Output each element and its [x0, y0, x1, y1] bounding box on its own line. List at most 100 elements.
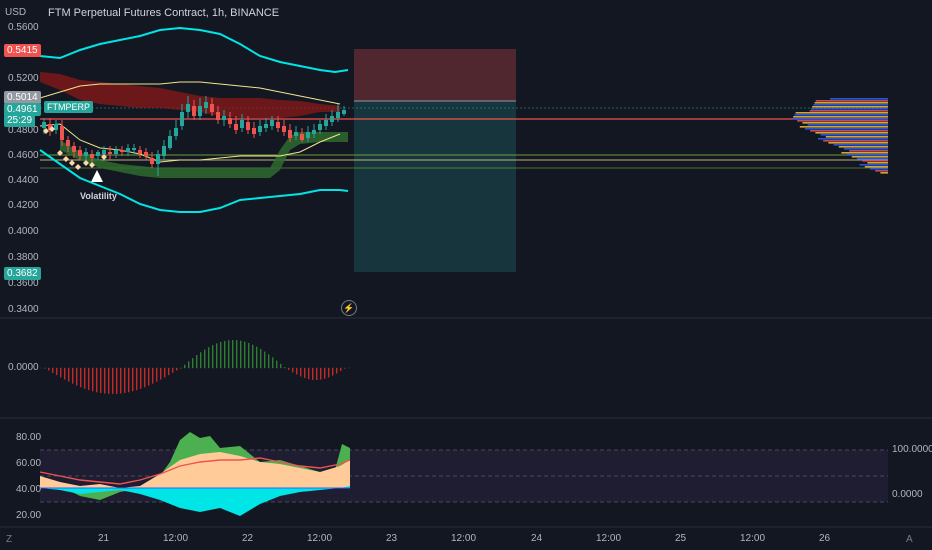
chart-title[interactable]: FTM Perpetual Futures Contract, 1h, BINA…	[48, 7, 280, 19]
volume-profile-bar	[793, 116, 888, 118]
price-tick: 0.3800	[8, 252, 39, 263]
histogram-bar	[212, 345, 214, 368]
volume-profile-bar	[797, 120, 888, 122]
candle-body	[150, 158, 154, 164]
candle-body	[318, 124, 322, 130]
histogram-bar	[76, 368, 78, 386]
price-tick: 0.3600	[8, 278, 39, 289]
histogram-bar	[264, 351, 266, 368]
histogram-bar	[88, 368, 90, 391]
histogram-bar	[252, 344, 254, 368]
time-label: 24	[531, 533, 543, 544]
candle-body	[102, 150, 106, 154]
histogram-bar	[48, 368, 50, 371]
histogram-bar	[96, 368, 98, 393]
price-tick: 0.4000	[8, 226, 39, 237]
candle-body	[174, 128, 178, 136]
time-label: 12:00	[307, 533, 333, 544]
volume-profile-bar	[815, 100, 888, 102]
time-label: 26	[819, 533, 831, 544]
volatility-arrow	[91, 170, 103, 182]
histogram-bar	[228, 340, 230, 368]
volume-profile-bar	[810, 130, 888, 132]
prev-close-label: 0.5014	[4, 91, 41, 104]
volume-profile-bar	[833, 144, 888, 146]
volume-profile-bar	[880, 172, 888, 174]
candle-body	[162, 146, 166, 156]
candle-body	[132, 148, 136, 150]
rsi-tick: 40.00	[16, 484, 42, 495]
candle-body	[60, 126, 64, 140]
time-label: 22	[242, 533, 254, 544]
candle-body	[324, 120, 328, 126]
candle-body	[216, 112, 220, 120]
stop-loss-zone[interactable]	[354, 49, 516, 101]
volume-profile-bar	[862, 160, 888, 162]
candle-body	[258, 126, 262, 132]
support-cloud	[60, 132, 348, 178]
candle-body	[108, 152, 112, 154]
volume-profile-bar	[794, 114, 888, 116]
time-label: 12:00	[596, 533, 622, 544]
time-label: 12:00	[740, 533, 766, 544]
rsi-tick: 20.00	[16, 510, 42, 521]
histogram-bar	[248, 342, 250, 368]
lower-band-line	[39, 149, 349, 213]
candle-body	[198, 106, 202, 116]
volume-profile-bar	[867, 162, 888, 164]
candle-body	[306, 132, 310, 138]
currency-label: USD	[5, 7, 27, 18]
volume-profile-bar	[844, 148, 888, 150]
histogram-bar	[232, 340, 234, 368]
candle-body	[222, 116, 226, 120]
take-profit-zone[interactable]	[354, 101, 516, 272]
histogram-bar	[188, 361, 190, 368]
candle-body	[186, 104, 190, 112]
timezone-button[interactable]: Z	[6, 534, 13, 545]
histogram-bar	[56, 368, 58, 376]
histogram-bar	[300, 368, 302, 377]
candle-body	[144, 152, 148, 156]
mid-band-line	[39, 81, 341, 105]
candle-body	[126, 148, 130, 152]
histogram-bar	[112, 368, 114, 394]
histogram-bar	[324, 368, 326, 379]
candle-body	[96, 152, 100, 156]
candle-body	[72, 146, 76, 152]
volatility-annotation: Volatility	[80, 191, 117, 201]
upper-band-line	[39, 26, 349, 74]
symbol-badge: FTMPERP	[44, 101, 94, 113]
volume-profile-bar	[870, 168, 888, 170]
histogram-bar	[140, 368, 142, 389]
histogram-bar	[224, 340, 226, 368]
candle-body	[138, 150, 142, 154]
candles	[42, 96, 346, 176]
auto-scale-button[interactable]: A	[906, 534, 913, 545]
histogram-bar	[328, 368, 330, 378]
histogram-bar	[52, 368, 54, 373]
histogram-bar	[180, 368, 182, 369]
volatility-markers	[43, 126, 107, 170]
rsi-right-tick: 100.0000	[892, 444, 932, 455]
candle-body	[252, 128, 256, 134]
histogram-bar	[204, 349, 206, 368]
rsi-red-line	[39, 457, 351, 485]
histogram-bar	[316, 368, 318, 380]
candle-body	[336, 112, 340, 118]
histogram-bar	[136, 368, 138, 391]
candle-body	[342, 110, 346, 114]
volume-profile-bar	[828, 142, 888, 144]
candle-body	[156, 154, 160, 164]
candle-body	[84, 152, 88, 156]
lightning-icon[interactable]: ⚡	[341, 300, 357, 316]
time-label: 12:00	[163, 533, 189, 544]
candle-body	[288, 130, 292, 138]
histogram-bar	[64, 368, 66, 380]
histogram-bar	[116, 368, 118, 394]
candle-body	[42, 122, 46, 128]
price-tick: 0.5600	[8, 22, 39, 33]
candle-body	[264, 124, 268, 128]
volume-profile-bar	[807, 124, 888, 126]
candle-body	[192, 106, 196, 116]
